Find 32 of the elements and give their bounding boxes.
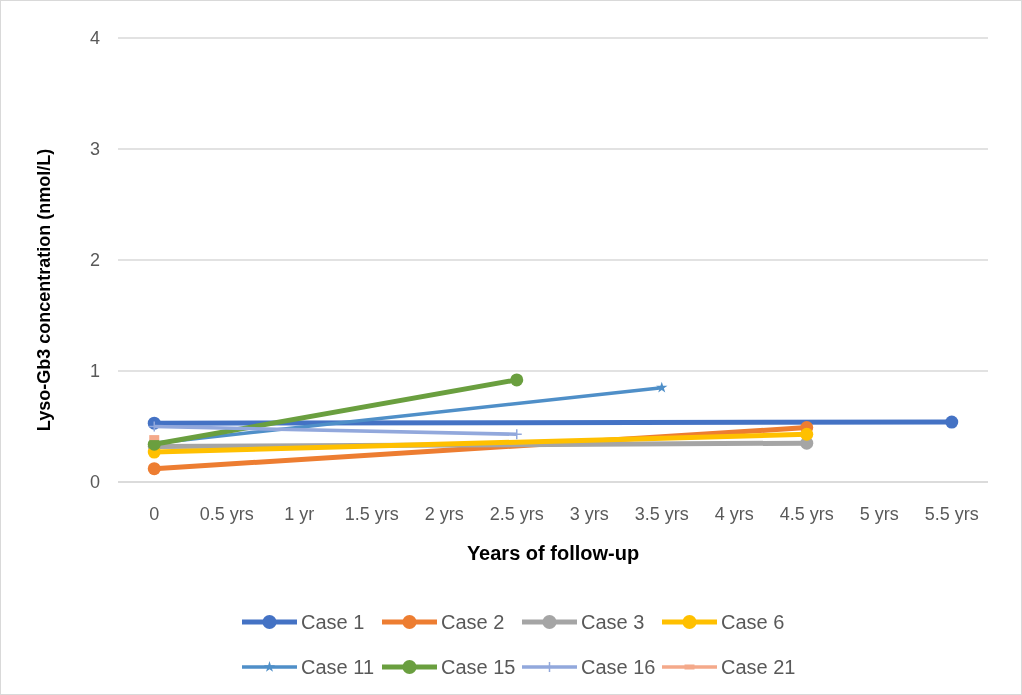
y-tick-label: 1: [89, 361, 100, 382]
y-tick-label: 4: [89, 28, 100, 49]
legend-label: Case 16: [581, 656, 656, 678]
x-tick-label: 5.5 yrs: [924, 504, 979, 524]
point: [147, 462, 161, 476]
point: [656, 381, 668, 393]
x-tick-label: 0.5 yrs: [199, 504, 254, 524]
x-tick-label: 1.5 yrs: [344, 504, 399, 524]
x-tick-label: 0: [149, 504, 160, 524]
x-tick-label: 4 yrs: [714, 504, 754, 524]
x-tick-label: 2 yrs: [424, 504, 464, 524]
legend-label: Case 2: [441, 611, 505, 633]
legend-label: Case 21: [721, 656, 796, 678]
y-tick-label: 3: [89, 139, 100, 160]
x-tick-label: 3.5 yrs: [634, 504, 689, 524]
y-tick-label: 2: [89, 250, 100, 271]
x-tick-label: 5 yrs: [859, 504, 899, 524]
legend-label: Case 3: [581, 611, 645, 633]
legend-label: Case 15: [441, 656, 516, 678]
legend-label: Case 1: [301, 611, 365, 633]
x-tick-label: 2.5 yrs: [489, 504, 544, 524]
point: [800, 427, 814, 441]
y-axis-title: Lyso-Gb3 concentration (nmol/L): [34, 148, 54, 432]
x-tick-label: 1 yr: [284, 504, 315, 524]
y-tick-label: 0: [89, 472, 100, 493]
legend-label: Case 11: [301, 656, 375, 678]
point: [945, 415, 959, 429]
point: [510, 373, 524, 387]
x-tick-label: 3 yrs: [569, 504, 609, 524]
x-tick-label: 4.5 yrs: [779, 504, 834, 524]
x-axis-title: Years of follow-up: [466, 542, 640, 564]
legend-label: Case 6: [721, 611, 785, 633]
